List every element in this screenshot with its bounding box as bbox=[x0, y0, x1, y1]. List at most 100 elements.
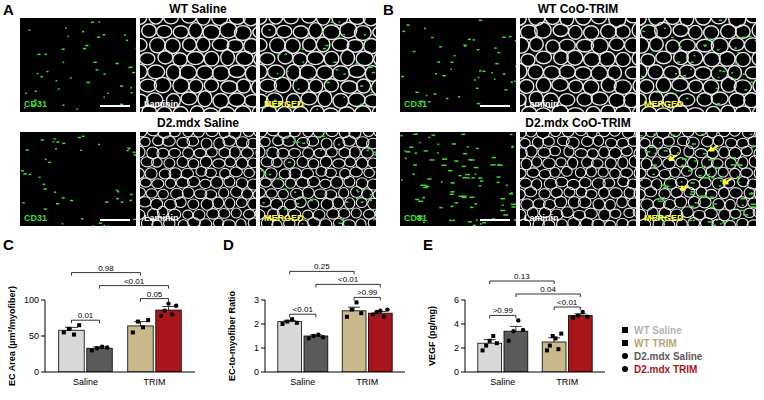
cd31-signal bbox=[691, 61, 694, 63]
cd31-signal bbox=[305, 27, 307, 29]
cd31-signal bbox=[692, 143, 694, 145]
data-point bbox=[484, 344, 488, 348]
cd31-signal bbox=[68, 36, 70, 38]
cd31-signal bbox=[371, 67, 373, 69]
laminin-cell bbox=[721, 105, 735, 112]
laminin-cell bbox=[725, 220, 736, 226]
laminin-cell bbox=[745, 38, 756, 53]
laminin-cell bbox=[198, 91, 212, 107]
cd31-signal bbox=[497, 182, 500, 184]
laminin-cell bbox=[698, 197, 711, 208]
data-point bbox=[159, 314, 163, 318]
y-tick-label: 6 bbox=[454, 295, 459, 305]
data-point bbox=[495, 341, 499, 345]
cd31-signal bbox=[755, 66, 756, 68]
cd31-signal bbox=[455, 202, 458, 204]
laminin-cell bbox=[591, 18, 607, 24]
cd31-signal bbox=[714, 79, 716, 81]
cd31-signal bbox=[295, 148, 297, 150]
cd31-signal bbox=[37, 73, 39, 75]
cd31-signal bbox=[511, 146, 513, 148]
laminin-cell bbox=[555, 177, 567, 187]
cd31-signal bbox=[474, 167, 479, 169]
image-ground bbox=[520, 18, 636, 112]
laminin-cell bbox=[237, 79, 251, 93]
y-tick-label: 100 bbox=[24, 295, 39, 305]
y-axis bbox=[465, 300, 466, 372]
cd31-signal bbox=[681, 181, 683, 183]
laminin-cell bbox=[140, 197, 151, 207]
laminin-cell bbox=[697, 93, 712, 106]
laminin-cell bbox=[343, 136, 356, 147]
laminin-cell bbox=[320, 219, 332, 226]
cd31-signal bbox=[659, 142, 661, 144]
cd31-signal bbox=[56, 80, 58, 82]
laminin-cell bbox=[338, 208, 350, 218]
data-point bbox=[491, 334, 495, 338]
cd31-signal bbox=[99, 223, 102, 225]
laminin-cell bbox=[218, 208, 230, 218]
laminin-cell bbox=[260, 187, 265, 197]
comparison-bracket bbox=[490, 281, 554, 284]
laminin-cell bbox=[741, 146, 752, 156]
laminin-cell bbox=[633, 207, 636, 217]
channel-label: CD31 bbox=[24, 213, 47, 223]
channel-label: CD31 bbox=[24, 99, 47, 109]
laminin-cell bbox=[735, 25, 750, 38]
cd31-signal bbox=[731, 164, 736, 166]
laminin-cell bbox=[189, 79, 203, 93]
cd31-signal bbox=[751, 146, 753, 148]
cd31-signal bbox=[707, 146, 709, 148]
laminin-cell bbox=[603, 178, 615, 188]
arrow bbox=[681, 185, 689, 190]
cd31-signal bbox=[86, 82, 89, 84]
laminin-cell bbox=[592, 219, 604, 226]
laminin-cell bbox=[575, 67, 592, 80]
laminin-cell bbox=[236, 51, 253, 66]
cd31-signal bbox=[120, 85, 123, 87]
cd31-signal bbox=[465, 174, 469, 176]
legend-label: D2.mdx Saline bbox=[634, 351, 703, 362]
laminin-cell bbox=[244, 168, 255, 177]
p-value: 0.05 bbox=[147, 290, 163, 299]
cd31-signal bbox=[62, 104, 64, 106]
cd31-signal bbox=[433, 93, 436, 95]
cd31-signal bbox=[78, 137, 81, 139]
laminin-cell bbox=[225, 198, 235, 209]
data-point bbox=[576, 313, 580, 317]
laminin-cell bbox=[206, 132, 219, 137]
bar bbox=[504, 331, 528, 372]
cd31-signal bbox=[373, 152, 376, 154]
laminin-cell bbox=[140, 168, 144, 178]
data-point bbox=[511, 329, 515, 333]
laminin-cell bbox=[579, 178, 591, 188]
laminin-cell bbox=[609, 38, 624, 51]
cd31-signal bbox=[494, 78, 496, 80]
data-point bbox=[174, 304, 178, 308]
data-point bbox=[136, 320, 140, 324]
cd31-signal bbox=[356, 63, 359, 65]
cd31-signal bbox=[76, 108, 78, 110]
y-tick bbox=[41, 300, 45, 301]
laminin-cell bbox=[241, 148, 253, 158]
cd31-signal bbox=[439, 207, 442, 209]
laminin-cell bbox=[219, 148, 230, 158]
y-tick bbox=[261, 324, 265, 325]
laminin-cell bbox=[278, 51, 293, 64]
cd31-signal bbox=[647, 24, 650, 26]
p-value: 0.04 bbox=[540, 285, 556, 294]
cd31-signal bbox=[686, 98, 689, 100]
micrograph bbox=[400, 18, 516, 112]
laminin-cell bbox=[187, 136, 199, 146]
cd31-signal bbox=[743, 214, 748, 216]
laminin-cell bbox=[266, 189, 277, 198]
cd31-signal bbox=[473, 39, 475, 41]
p-value: 0.01 bbox=[78, 311, 94, 320]
laminin-cell bbox=[327, 209, 340, 220]
laminin-cell bbox=[659, 189, 670, 199]
data-point bbox=[295, 321, 299, 325]
laminin-cell bbox=[222, 220, 235, 226]
laminin-cell bbox=[616, 52, 631, 66]
cd31-signal bbox=[437, 61, 440, 63]
laminin-cell bbox=[527, 168, 539, 177]
